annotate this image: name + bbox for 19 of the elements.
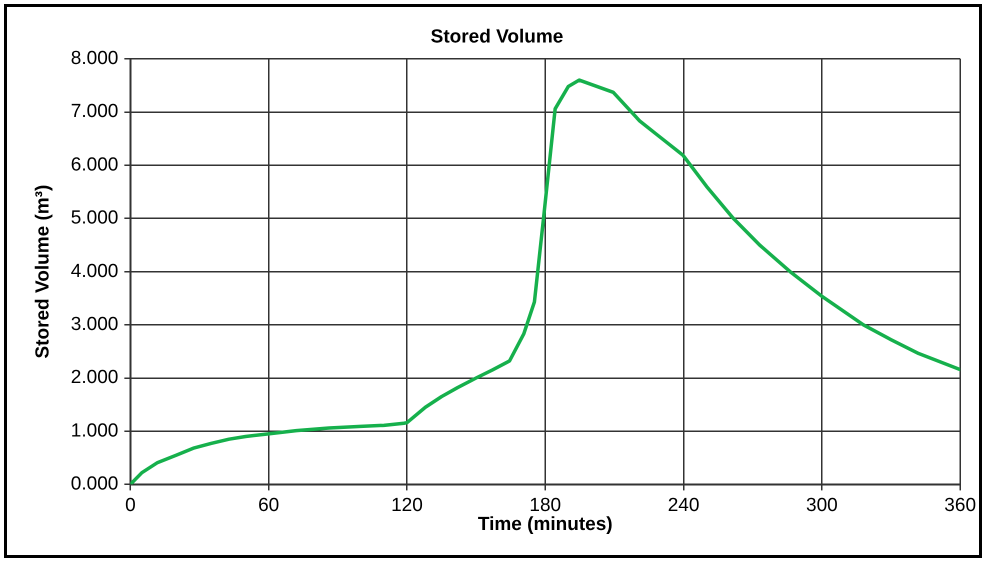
x-tick-label: 0 bbox=[125, 495, 136, 516]
y-tick-label: 3.000 bbox=[70, 314, 118, 336]
y-axis-title: Stored Volume (m³) bbox=[32, 184, 54, 359]
y-tick-label: 6.000 bbox=[70, 154, 118, 176]
y-tick-label: 2.000 bbox=[70, 367, 118, 388]
y-tick-label: 4.000 bbox=[70, 260, 118, 282]
x-tick-label: 60 bbox=[258, 495, 280, 516]
chart-title: Stored Volume bbox=[430, 26, 564, 48]
x-tick-label: 120 bbox=[391, 495, 423, 516]
y-tick-label: 1.000 bbox=[70, 420, 118, 442]
x-tick-label: 300 bbox=[806, 495, 838, 516]
y-tick-label: 7.000 bbox=[70, 101, 118, 122]
x-axis-title: Time (minutes) bbox=[478, 514, 613, 535]
x-tick-label: 360 bbox=[944, 495, 976, 516]
y-tick-label: 5.000 bbox=[70, 208, 118, 229]
x-tick-label: 240 bbox=[668, 495, 700, 516]
y-tick-label: 0.000 bbox=[70, 474, 118, 495]
y-tick-label: 8.000 bbox=[70, 48, 118, 70]
x-tick-label: 180 bbox=[529, 495, 562, 516]
